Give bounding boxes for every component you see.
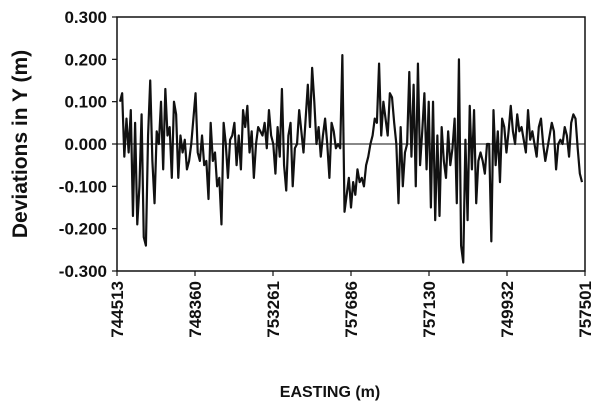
x-axis-title: EASTING (m) [280,384,380,401]
x-tick-label: 748360 [186,281,205,338]
y-axis-ticks: 0.300 0.200 0.100 0.000 -0.100 -0.200 -0.300 [59,8,117,281]
y-tick-label: -0.100 [59,177,107,196]
y-tick-label: 0.100 [64,93,107,112]
y-tick-label: 0.200 [64,50,107,69]
x-tick-label: 753261 [264,281,283,338]
y-axis-title: Deviations in Y (m) [9,50,32,238]
x-tick-label: 757501 [576,281,593,338]
y-tick-label: -0.200 [59,220,107,239]
x-tick-label: 757686 [342,281,361,338]
y-tick-label: 0.300 [64,8,107,27]
x-axis-ticks: 744513 748360 753261 757686 757130 749932 7575… [108,271,593,338]
x-tick-label: 757130 [420,281,439,338]
deviation-series-line [118,54,584,264]
y-tick-label: -0.300 [59,262,107,281]
x-tick-label: 749932 [498,281,517,338]
y-tick-label: 0.000 [64,135,107,154]
x-tick-label: 744513 [108,281,127,338]
